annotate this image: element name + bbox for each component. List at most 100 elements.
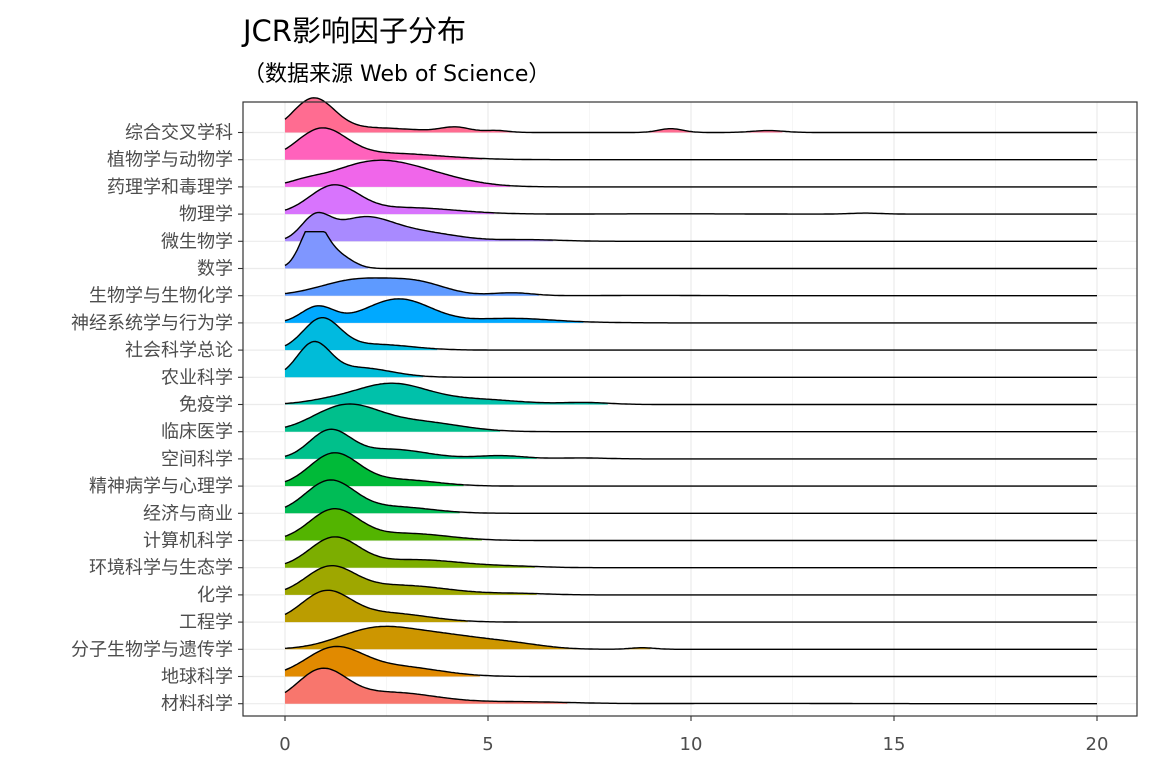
ridge-fill (285, 341, 423, 378)
y-tick-label: 空间科学 (161, 449, 233, 470)
y-tick-label: 微生物学 (161, 231, 233, 252)
y-tick-label: 神经系统学与行为学 (71, 313, 233, 334)
x-tick-label: 20 (1086, 734, 1109, 755)
y-tick-label: 农业科学 (161, 367, 233, 388)
ridge-fill (285, 127, 482, 160)
ridge-工程学 (284, 589, 1097, 623)
ridge-环境科学与生态学 (284, 536, 1097, 569)
ridge-fill (285, 480, 460, 514)
y-tick-label: 临床医学 (161, 422, 233, 443)
y-tick-label: 药理学和毒理学 (107, 177, 233, 198)
y-tick-label: 生物学与生物化学 (89, 286, 233, 307)
ridge-fill (285, 160, 511, 187)
ridge-fill (285, 536, 535, 568)
ridge-outline (284, 536, 1097, 569)
y-tick-label: 免疫学 (179, 395, 233, 416)
ridge-outline (284, 298, 1097, 324)
y-tick-label: 化学 (197, 585, 233, 606)
ridge-outline (284, 589, 1097, 623)
panel-border (242, 101, 1138, 717)
ridge-综合交叉学科 (284, 97, 1097, 134)
ridge-outline (284, 184, 1097, 215)
ridge-计算机科学 (284, 508, 1097, 542)
ridge-fill (285, 383, 608, 405)
ridge-fill (285, 626, 651, 650)
x-tick-label: 10 (680, 734, 703, 755)
y-tick-label: 材料科学 (161, 694, 233, 715)
y-tick-label: 地球科学 (161, 667, 233, 688)
ridge-outline (284, 231, 1097, 270)
ridge-outline (284, 403, 1097, 433)
ridges (284, 97, 1097, 705)
ridge-outline (284, 667, 1097, 705)
ridge-outline (284, 159, 1097, 188)
y-axis: 综合交叉学科植物学与动物学药理学和毒理学物理学微生物学数学生物学与生物化学神经系… (71, 123, 243, 715)
ridge-fill (285, 231, 369, 269)
ridge-fill (285, 508, 482, 541)
ridge-化学 (284, 565, 1097, 596)
ridge-outline (284, 211, 1097, 242)
ridge-空间科学 (284, 428, 1097, 460)
ridge-数学 (284, 231, 1097, 270)
ridge-outline (284, 340, 1097, 378)
ridge-材料科学 (284, 667, 1097, 705)
y-tick-label: 精神病学与心理学 (89, 476, 233, 497)
ridge-农业科学 (284, 340, 1097, 378)
y-tick-label: 分子生物学与遗传学 (71, 639, 233, 660)
ridge-fill (285, 668, 568, 704)
x-axis: 0 5 10 15 20 (279, 716, 1108, 755)
ridge-fill (285, 565, 537, 595)
ridge-outline (284, 625, 1097, 650)
ridge-outline (284, 428, 1097, 460)
y-tick-label: 环境科学与生态学 (89, 558, 233, 579)
y-tick-label: 社会科学总论 (125, 340, 233, 361)
y-tick-label: 数学 (197, 259, 233, 280)
ridge-地球科学 (284, 645, 1097, 678)
ridge-物理学 (284, 184, 1097, 215)
y-tick-label: 工程学 (179, 612, 233, 633)
ridge-免疫学 (284, 382, 1097, 406)
ridge-植物学与动物学 (284, 127, 1097, 161)
x-tick-label: 15 (883, 734, 906, 755)
ridge-神经系统学与行为学 (284, 298, 1097, 324)
ridge-outline (284, 508, 1097, 542)
y-tick-label: 物理学 (179, 204, 233, 225)
ridge-fill (285, 429, 537, 459)
chart-subtitle: （数据来源 Web of Science） (243, 62, 551, 87)
ridge-fill (285, 452, 464, 487)
ridge-药理学和毒理学 (284, 159, 1097, 188)
ridge-fill (285, 97, 783, 133)
ridge-outline (284, 479, 1097, 514)
ridge-精神病学与心理学 (284, 452, 1097, 487)
ridge-fill (285, 590, 468, 623)
ridge-outline (284, 565, 1097, 596)
x-tick-label: 5 (482, 734, 493, 755)
ridge-微生物学 (284, 211, 1097, 242)
y-tick-label: 植物学与动物学 (107, 150, 233, 171)
ridge-fill (285, 212, 553, 242)
ridge-outline (284, 277, 1097, 297)
y-tick-label: 综合交叉学科 (125, 123, 233, 144)
ridge-生物学与生物化学 (284, 277, 1097, 297)
ridge-outline (284, 645, 1097, 678)
chart-title: JCR影响因子分布 (243, 14, 466, 48)
ridge-fill (285, 298, 584, 323)
ridge-社会科学总论 (284, 317, 1097, 351)
ridge-outline (284, 127, 1097, 161)
ridge-outline (284, 452, 1097, 487)
ridge-分子生物学与遗传学 (284, 625, 1097, 650)
ridge-fill (285, 277, 539, 296)
ridge-fill (285, 404, 501, 432)
ridge-fill (285, 184, 495, 215)
y-tick-label: 计算机科学 (143, 531, 233, 552)
ridge-临床医学 (284, 403, 1097, 433)
x-tick-label: 0 (279, 734, 290, 755)
ridge-outline (284, 382, 1097, 406)
grid-lines (243, 102, 1137, 716)
ridge-outline (284, 97, 1097, 134)
ridge-fill (285, 317, 438, 351)
ridge-outline (284, 317, 1097, 351)
ridge-经济与商业 (284, 479, 1097, 514)
y-tick-label: 经济与商业 (143, 503, 233, 524)
